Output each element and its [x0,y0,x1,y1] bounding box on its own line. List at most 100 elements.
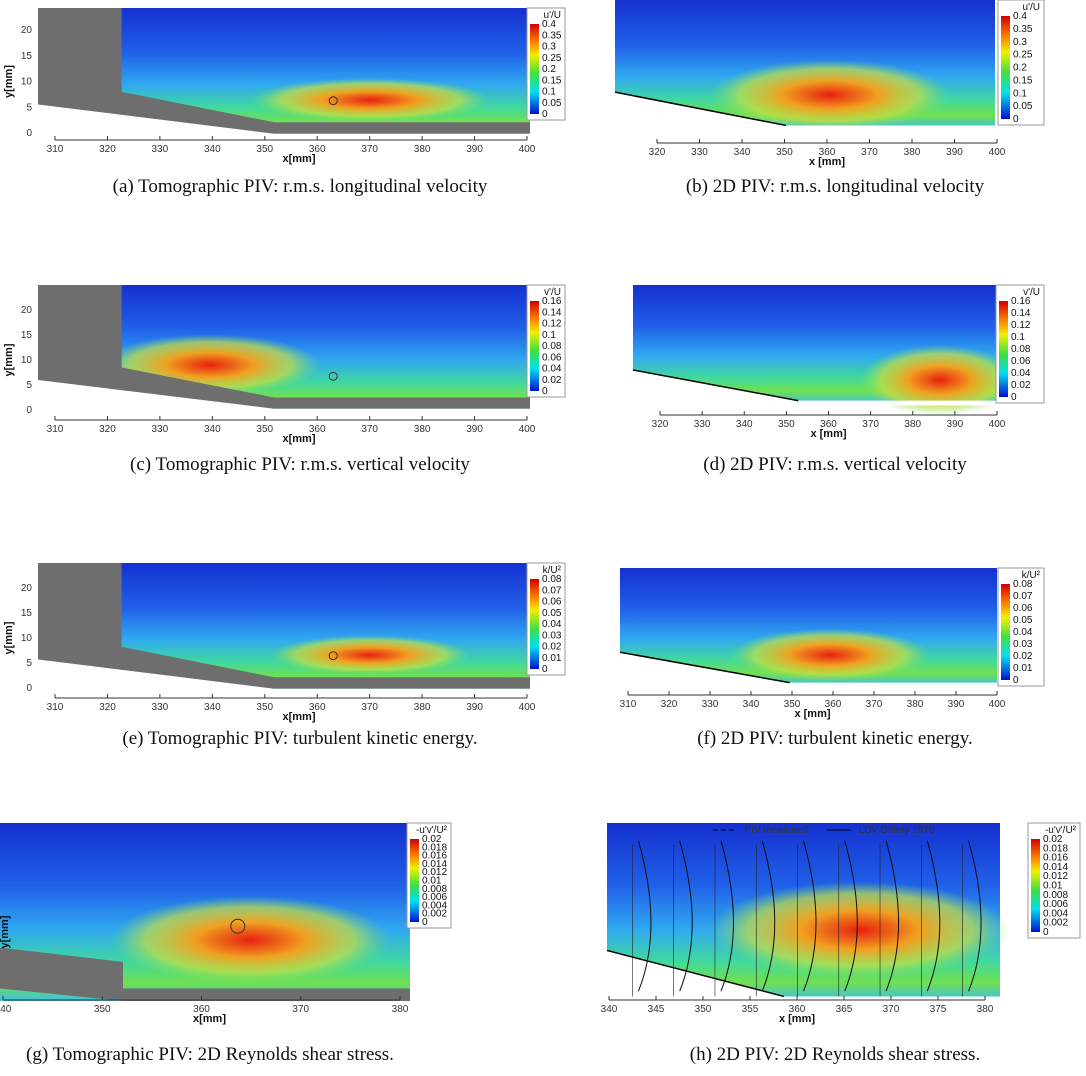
x-tick-label: 355 [742,1004,759,1015]
panel: 310 320 330 340 350 360 370 380 390 400 x[mm] 0 5 10 1… [3,562,566,749]
colorbar-tick-label: 0.25 [1013,50,1033,61]
x-tick-label: 370 [883,1004,900,1015]
y-tick-label: 10 [21,633,33,644]
x-tick-label: 330 [152,144,169,155]
colorbar-tick-label: 0.01 [542,653,562,664]
colorbar-tick-label: 0.008 [422,884,447,895]
x-tick-label: 370 [361,702,378,713]
x-tick-label: 400 [519,144,536,155]
x-tick-label: 320 [649,147,666,158]
x-tick-label: 390 [946,147,963,158]
x-tick-label: 350 [94,1004,111,1015]
x-tick-label: 400 [989,419,1006,430]
colorbar [1001,16,1010,119]
x-tick-label: 310 [47,702,64,713]
x-axis-label: x [mm] [779,1013,815,1025]
colorbar-tick-label: 0.35 [1013,24,1033,35]
empty-region [614,92,996,131]
x-tick-label: 380 [904,419,921,430]
x-tick-label: 330 [152,702,169,713]
x-tick-label: 400 [989,699,1006,710]
x-tick-label: 340 [204,144,221,155]
caption: (h) 2D PIV: 2D Reynolds shear stress. [690,1044,980,1065]
y-tick-label: 20 [21,25,33,36]
y-tick-label: 15 [21,330,33,341]
model-geometry [38,563,530,689]
colorbar-tick-label: 0.08 [542,341,562,352]
x-tick-label: 360 [789,1004,806,1015]
x-tick-label: 390 [466,144,483,155]
hot-region [250,78,490,122]
caption: (e) Tomographic PIV: turbulent kinetic e… [122,728,477,749]
x-tick-label: 350 [778,419,795,430]
colorbar-tick-label: 0.2 [542,64,556,75]
colorbar-tick-label: 0 [1013,675,1019,686]
x-tick-label: 330 [702,699,719,710]
colorbar-tick-label: 0.4 [542,19,556,30]
colorbar-tick-label: 0.04 [542,619,562,630]
y-tick-label: 15 [21,608,33,619]
model-geometry [38,8,530,134]
x-tick-label: 320 [661,699,678,710]
colorbar-tick-label: 0 [422,917,428,928]
x-tick-label: 340 [734,147,751,158]
x-tick-label: 320 [652,419,669,430]
wall-line [614,91,787,127]
x-tick-label: 350 [695,1004,712,1015]
colorbar-tick-label: 0.01 [1043,881,1063,892]
colorbar-tick-label: 0.05 [1013,615,1033,626]
x-axis-label: x [mm] [810,428,846,440]
profile-curve [803,840,817,992]
panel: 310 320 330 340 350 360 370 380 390 400 x [mm] k/U²… [619,567,1045,749]
y-tick-label: 15 [21,51,33,62]
colorbar-tick-label: 0.002 [422,909,447,920]
y-tick-label: 5 [26,102,32,113]
panel: 320 330 340 350 360 370 380 390 400 x [mm] u'/U0.4… [614,0,1045,197]
colorbar-tick-label: 0.05 [1013,101,1033,112]
caption: (c) Tomographic PIV: r.m.s. vertical vel… [130,454,470,475]
hot-region [730,628,930,682]
panel: 310 320 330 340 350 360 370 380 390 400 x[mm] 0 5 10 1… [3,284,566,475]
colorbar-tick-label: 0.016 [1043,853,1068,864]
y-tick-label: 0 [26,128,32,139]
profile-curve [968,840,982,992]
colorbar-title: -u'v'/U² [416,825,448,836]
x-tick-label: 360 [309,702,326,713]
colorbar-tick-label: 0.014 [422,859,447,870]
colorbar-tick-label: 0.06 [1013,603,1033,614]
colorbar-title: v'/U [544,287,561,298]
colorbar-title: k/U² [1022,570,1041,581]
profile-curve [761,840,776,992]
colorbar-title: u'/U [544,10,561,21]
x-tick-label: 380 [907,699,924,710]
legend-label: PIV measured [745,825,808,836]
y-tick-label: 0 [26,683,32,694]
x-tick-label: 380 [414,702,431,713]
x-tick-label: 360 [193,1004,210,1015]
x-axis-label: x [mm] [809,156,845,168]
x-tick-label: 360 [819,147,836,158]
x-axis-label: x[mm] [193,1013,226,1025]
caption: (a) Tomographic PIV: r.m.s. longitudinal… [113,176,488,197]
profile-curve [926,840,941,992]
colorbar-tick-label: 0.16 [542,296,562,307]
colorbar-tick-label: 0.08 [1013,579,1033,590]
colorbar-tick-label: 0.012 [1043,871,1068,882]
colorbar-tick-label: 0.03 [1013,639,1033,650]
profile-curve [720,840,734,992]
x-tick-label: 360 [825,699,842,710]
probe-marker [328,371,338,381]
colorbar-tick-label: 0.14 [542,307,562,318]
colorbar-tick-label: 0.008 [1043,890,1068,901]
colorbar-tick-label: 0.002 [1043,918,1068,929]
x-tick-label: 320 [99,702,116,713]
colorbar-tick-label: 0.12 [1011,320,1031,331]
colorbar-tick-label: 0.4 [1013,11,1027,22]
colorbar-tick-label: 0.1 [542,330,556,341]
empty-region [632,369,1001,406]
x-tick-label: 390 [947,419,964,430]
wall-line [632,369,799,402]
colorbar-tick-label: 0.02 [422,834,442,845]
colorbar [530,579,539,669]
